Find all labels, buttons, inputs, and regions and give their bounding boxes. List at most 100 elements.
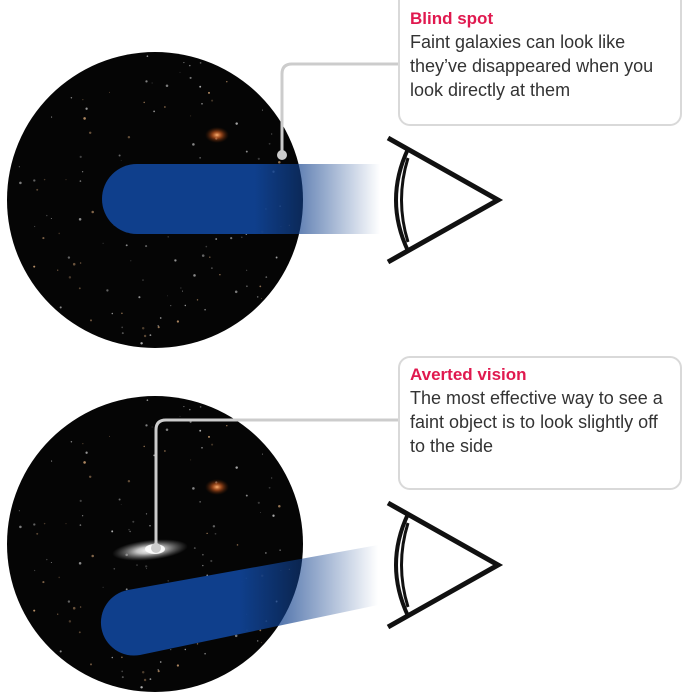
star — [121, 326, 124, 329]
leader-line-bottom — [154, 418, 400, 547]
star — [42, 581, 45, 584]
star — [130, 260, 132, 262]
star — [33, 265, 36, 268]
star — [81, 171, 84, 173]
star — [51, 116, 53, 118]
leader-dot-top — [277, 150, 287, 160]
star — [85, 451, 88, 454]
star — [46, 214, 48, 217]
leader-line-top — [280, 62, 400, 155]
star — [121, 332, 124, 335]
star — [272, 514, 275, 517]
star — [42, 237, 45, 240]
star — [167, 236, 169, 238]
star — [70, 441, 73, 443]
star — [261, 297, 263, 299]
star — [136, 564, 138, 566]
star — [65, 523, 67, 525]
star — [170, 305, 172, 307]
star — [157, 670, 160, 673]
star — [68, 276, 72, 279]
star — [261, 453, 263, 455]
star — [145, 80, 148, 83]
star — [212, 525, 216, 528]
star — [67, 256, 71, 259]
star — [145, 513, 148, 515]
star — [215, 238, 218, 240]
star — [278, 504, 281, 508]
star — [189, 64, 191, 67]
star — [149, 678, 152, 680]
star — [199, 406, 202, 408]
leader-dot-bottom — [151, 543, 161, 553]
star — [36, 532, 39, 535]
star — [141, 327, 145, 330]
star — [43, 522, 46, 525]
star — [234, 290, 238, 294]
blind-spot-description: Faint galaxies can look like they’ve dis… — [410, 32, 654, 100]
star — [58, 232, 61, 235]
blind-spot-callout: Blind spot Faint galaxies can look like … — [398, 0, 682, 126]
star — [33, 569, 36, 572]
star — [59, 650, 62, 653]
star — [211, 443, 214, 446]
star — [199, 85, 202, 88]
star — [83, 461, 86, 464]
star — [121, 676, 124, 679]
star — [128, 528, 130, 531]
star — [143, 678, 147, 682]
star — [190, 115, 192, 117]
averted-vision-title: Averted vision — [410, 365, 527, 384]
star — [19, 525, 22, 529]
star — [82, 443, 84, 445]
star — [50, 217, 52, 220]
star — [70, 97, 73, 99]
star — [245, 494, 248, 497]
star — [199, 501, 201, 503]
star — [91, 554, 94, 558]
star — [208, 91, 210, 94]
star — [65, 179, 67, 181]
star — [81, 515, 84, 517]
averted-vision-description: The most effective way to see a faint ob… — [410, 388, 663, 456]
star — [78, 287, 81, 290]
star — [245, 150, 248, 153]
star — [141, 671, 145, 674]
star — [151, 426, 153, 428]
star — [265, 276, 268, 278]
star — [145, 245, 148, 248]
star — [57, 613, 59, 615]
star — [261, 109, 263, 111]
star — [138, 296, 141, 299]
star — [157, 325, 159, 327]
star — [208, 435, 210, 438]
star — [145, 424, 148, 427]
star — [176, 320, 180, 323]
star — [246, 285, 248, 288]
star — [183, 406, 185, 408]
star — [235, 122, 238, 125]
star — [121, 312, 123, 315]
star — [118, 498, 121, 501]
star — [121, 656, 123, 659]
star — [33, 179, 36, 182]
star — [140, 686, 143, 689]
star — [219, 273, 221, 276]
star — [271, 133, 273, 135]
star — [189, 408, 191, 411]
star — [236, 544, 239, 546]
star — [33, 609, 36, 612]
star — [113, 568, 116, 570]
star — [179, 415, 181, 417]
star — [204, 652, 206, 655]
star — [205, 245, 208, 248]
star — [164, 450, 166, 452]
star — [111, 656, 114, 659]
star — [129, 530, 131, 533]
star — [174, 259, 177, 262]
star — [109, 435, 110, 437]
star — [120, 160, 122, 161]
star — [88, 131, 92, 135]
star — [235, 466, 238, 469]
star — [196, 299, 199, 301]
